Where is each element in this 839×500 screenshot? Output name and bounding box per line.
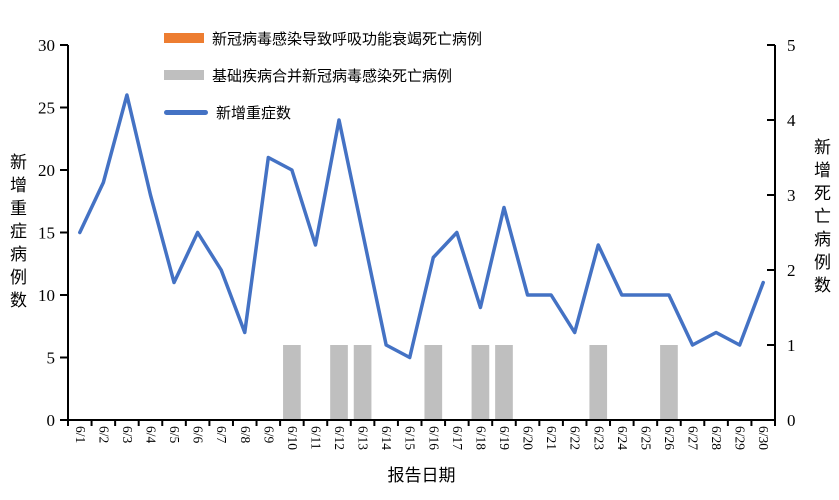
legend-item-new-severe-cases: 新增重症数 (164, 102, 482, 122)
right-axis-tick-label: 1 (787, 336, 796, 355)
left-axis-tick-label: 5 (47, 349, 56, 368)
x-axis-date-label: 6/8 (238, 426, 253, 444)
bar-6/10 (283, 345, 301, 420)
x-axis-date-label: 6/18 (473, 426, 488, 450)
x-axis-date-label: 6/16 (426, 426, 441, 450)
x-axis-date-label: 6/20 (521, 426, 536, 450)
x-axis-date-label: 6/4 (143, 426, 158, 444)
x-axis-date-label: 6/30 (756, 426, 771, 450)
legend: 新冠病毒感染导致呼吸功能衰竭死亡病例 基础疾病合并新冠病毒感染死亡病例 新增重症… (164, 28, 482, 139)
x-axis-date-label: 6/7 (214, 426, 229, 444)
x-axis-date-label: 6/29 (733, 426, 748, 450)
x-axis-date-label: 6/17 (450, 426, 465, 450)
left-axis-tick-label: 0 (47, 411, 56, 430)
x-axis-date-label: 6/25 (638, 426, 653, 450)
x-axis-date-label: 6/1 (73, 426, 88, 443)
right-axis-tick-label: 4 (787, 111, 796, 130)
bar-6/16 (424, 345, 443, 420)
x-axis-title: 报告日期 (387, 466, 456, 485)
legend-label-respiratory-failure-deaths: 新冠病毒感染导致呼吸功能衰竭死亡病例 (212, 31, 483, 48)
x-axis-date-label: 6/3 (120, 426, 135, 444)
x-axis-date-label: 6/24 (615, 426, 630, 450)
right-axis-tick-label: 3 (787, 186, 796, 205)
x-axis-date-label: 6/13 (356, 426, 371, 450)
bar-6/18 (471, 345, 490, 420)
bar-6/26 (660, 345, 678, 420)
bar-6/12 (330, 345, 348, 420)
x-axis-date-label: 6/23 (591, 426, 606, 450)
left-axis-tick-label: 15 (38, 224, 55, 243)
line-new-severe-cases (78, 93, 765, 360)
x-axis-date-label: 6/5 (167, 426, 182, 444)
left-axis-tick-label: 30 (38, 36, 55, 55)
x-axis-date-label: 6/9 (261, 426, 276, 444)
bar-6/23 (589, 345, 608, 420)
x-axis-date-label: 6/26 (662, 426, 677, 450)
legend-bar-swatch-gray (164, 70, 204, 80)
bar-6/19 (495, 345, 513, 420)
x-axis-date-label: 6/28 (709, 426, 724, 450)
x-axis-date-label: 6/2 (96, 426, 111, 443)
x-axis-date-label: 6/15 (403, 426, 418, 450)
legend-item-respiratory-failure-deaths: 新冠病毒感染导致呼吸功能衰竭死亡病例 (164, 28, 482, 48)
x-axis-date-label: 6/22 (568, 426, 583, 450)
left-axis-tick-label: 25 (38, 99, 55, 118)
legend-line-swatch-blue (164, 109, 208, 115)
x-axis-date-label: 6/21 (544, 426, 559, 450)
left-axis-tick-label: 20 (38, 161, 55, 180)
legend-label-underlying-disease-deaths: 基础疾病合并新冠病毒感染死亡病例 (212, 68, 453, 85)
right-axis-tick-label: 2 (787, 261, 796, 280)
x-axis-date-label: 6/12 (332, 426, 347, 450)
x-axis-date-label: 6/19 (497, 426, 512, 450)
right-axis-tick-label: 5 (787, 36, 796, 55)
x-axis-date-label: 6/14 (379, 426, 394, 450)
legend-bar-swatch-orange (164, 33, 204, 43)
x-axis-date-label: 6/10 (285, 426, 300, 450)
x-axis-date-label: 6/27 (686, 426, 701, 450)
legend-item-underlying-disease-deaths: 基础疾病合并新冠病毒感染死亡病例 (164, 65, 482, 85)
right-axis-title: 新增死亡病例数 (814, 138, 831, 295)
x-axis-date-label: 6/11 (308, 426, 323, 450)
left-axis-tick-label: 10 (38, 286, 55, 305)
legend-label-new-severe-cases: 新增重症数 (216, 105, 292, 122)
x-axis-date-label: 6/6 (191, 426, 206, 444)
bar-6/13 (353, 345, 372, 420)
left-axis-title: 新增重症病例数 (10, 153, 27, 310)
right-axis-tick-label: 0 (787, 411, 796, 430)
